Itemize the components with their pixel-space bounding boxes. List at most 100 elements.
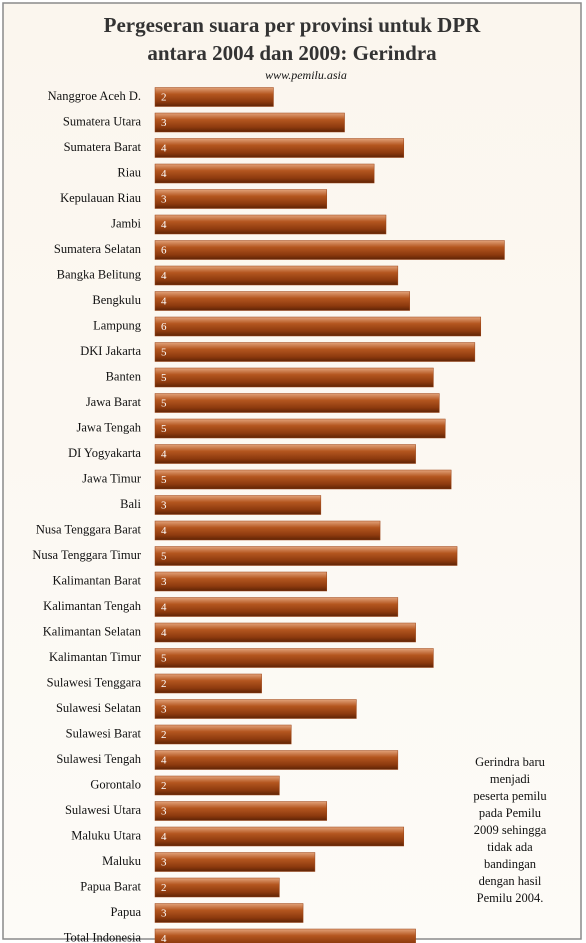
bar xyxy=(154,928,416,943)
annotation: tidak ada xyxy=(487,840,533,854)
value-label: 4 xyxy=(161,525,167,537)
bar xyxy=(154,877,280,898)
value-label: 5 xyxy=(161,423,167,435)
bar xyxy=(154,214,387,235)
value-label: 6 xyxy=(161,245,167,257)
bar xyxy=(154,444,416,464)
value-label: 4 xyxy=(161,755,167,767)
value-label: 5 xyxy=(161,653,167,665)
annotation: dengan hasil xyxy=(479,874,542,888)
category-label: Gorontalo xyxy=(90,777,141,791)
category-label: Bali xyxy=(120,497,141,511)
value-label: 4 xyxy=(161,933,167,943)
value-label: 3 xyxy=(161,704,167,716)
value-label: 2 xyxy=(161,780,167,792)
bar xyxy=(154,393,440,413)
category-label: Sulawesi Barat xyxy=(66,726,142,740)
value-label: 5 xyxy=(161,474,167,486)
chart-subtitle: www.pemilu.asia xyxy=(265,68,347,82)
annotation: menjadi xyxy=(490,772,531,786)
category-label: Total Indonesia xyxy=(64,930,142,943)
category-label: Maluku xyxy=(102,854,142,868)
value-label: 4 xyxy=(161,168,167,180)
category-label: Jambi xyxy=(111,216,141,230)
bar xyxy=(154,597,399,617)
value-label: 5 xyxy=(161,347,167,359)
category-label: Kalimantan Timur xyxy=(49,650,142,664)
bar xyxy=(154,495,322,515)
bar xyxy=(154,291,410,311)
bar xyxy=(154,648,434,668)
bar xyxy=(154,852,316,872)
value-label: 2 xyxy=(161,729,167,741)
value-label: 4 xyxy=(161,449,167,461)
bar xyxy=(154,342,476,362)
category-label: Nanggroe Aceh D. xyxy=(48,89,141,103)
value-label: 4 xyxy=(161,296,167,308)
bar xyxy=(154,903,304,923)
category-label: Sulawesi Selatan xyxy=(56,701,142,715)
value-label: 3 xyxy=(161,857,167,869)
value-label: 3 xyxy=(161,908,167,920)
category-label: Banten xyxy=(106,369,142,383)
bar xyxy=(154,801,328,821)
value-label: 2 xyxy=(161,882,167,894)
category-label: Papua xyxy=(110,905,141,919)
bar xyxy=(154,316,482,337)
category-label: Sumatera Utara xyxy=(63,114,142,128)
bar xyxy=(154,418,446,439)
annotation: peserta pemilu xyxy=(473,789,547,803)
category-label: Maluku Utara xyxy=(71,828,141,842)
category-label: Kalimantan Selatan xyxy=(43,624,142,638)
value-label: 3 xyxy=(161,806,167,818)
bar xyxy=(154,163,375,184)
bar xyxy=(154,826,405,847)
chart-title: Pergeseran suara per provinsi untuk DPR xyxy=(104,13,481,37)
bar xyxy=(154,469,452,490)
value-label: 5 xyxy=(161,398,167,410)
category-label: Bengkulu xyxy=(92,293,141,307)
category-label: Lampung xyxy=(93,318,142,332)
bar xyxy=(154,138,405,158)
bar xyxy=(154,520,381,541)
bar xyxy=(154,189,328,209)
bar xyxy=(154,775,280,796)
value-label: 4 xyxy=(161,270,167,282)
category-label: Nusa Tenggara Timur xyxy=(32,548,141,562)
category-label: Sulawesi Tenggara xyxy=(47,675,142,689)
value-label: 4 xyxy=(161,831,167,843)
value-label: 4 xyxy=(161,602,167,614)
chart-title: antara 2004 dan 2009: Gerindra xyxy=(147,41,437,65)
value-label: 5 xyxy=(161,551,167,563)
value-label: 3 xyxy=(161,194,167,206)
annotation: 2009 sehingga xyxy=(474,823,547,837)
bar xyxy=(154,750,399,770)
category-label: Kalimantan Barat xyxy=(52,573,141,587)
bar xyxy=(154,367,434,388)
category-label: Sulawesi Tengah xyxy=(56,752,141,766)
value-label: 4 xyxy=(161,627,167,639)
category-label: Kalimantan Tengah xyxy=(43,599,142,613)
value-label: 3 xyxy=(161,117,167,129)
bar xyxy=(154,622,416,643)
category-label: Sumatera Barat xyxy=(64,140,142,154)
value-label: 3 xyxy=(161,500,167,512)
annotation: pada Pemilu xyxy=(479,806,542,820)
category-label: Sumatera Selatan xyxy=(54,242,142,256)
category-label: Kepulauan Riau xyxy=(60,191,142,205)
category-label: Jawa Tengah xyxy=(77,420,142,434)
bar xyxy=(154,724,292,745)
value-label: 4 xyxy=(161,219,167,231)
bar xyxy=(154,87,274,107)
bar xyxy=(154,546,458,566)
category-label: Papua Barat xyxy=(80,879,141,893)
category-label: Jawa Barat xyxy=(86,395,142,409)
bar xyxy=(154,265,399,286)
value-label: 3 xyxy=(161,576,167,588)
bar xyxy=(154,673,262,694)
value-label: 6 xyxy=(161,321,167,333)
category-label: Jawa Timur xyxy=(82,471,142,485)
bar xyxy=(154,571,328,592)
category-label: Riau xyxy=(117,165,141,179)
